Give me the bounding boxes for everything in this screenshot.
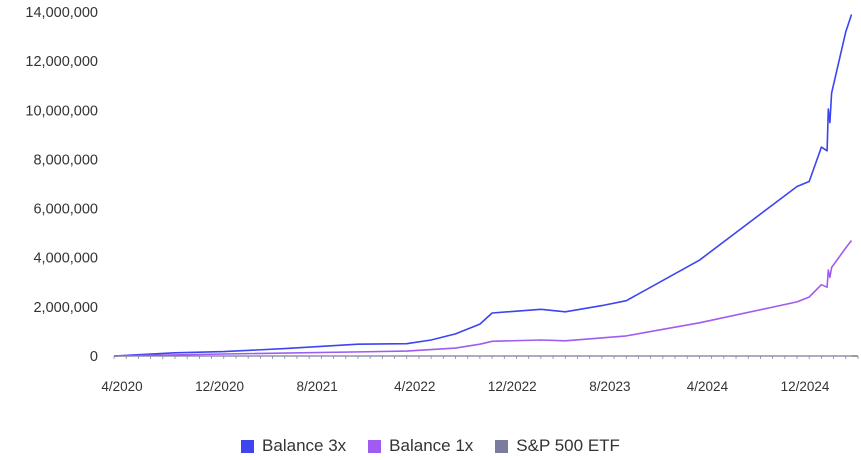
series-layer (113, 14, 853, 357)
x-axis: 4/2020 12/2020 8/2021 4/2022 12/2022 8/2023 4/… (101, 355, 859, 394)
y-tick-label: 2,000,000 (33, 300, 98, 316)
legend-swatch-balance-3x (241, 439, 255, 453)
legend-swatch-sp500-etf (495, 439, 509, 453)
x-tick-label: 4/2020 (101, 379, 142, 394)
series-line-balance-3x[interactable] (113, 14, 853, 357)
y-tick-label: 4,000,000 (33, 251, 98, 267)
legend-label-sp500-etf: S&P 500 ETF (516, 436, 620, 455)
y-tick-label: 8,000,000 (33, 152, 98, 168)
x-tick-label: 12/2022 (488, 379, 537, 394)
y-axis: 14,000,000 12,000,000 10,000,000 8,000,000 6… (25, 5, 98, 365)
legend-item-balance-1x[interactable]: Balance 1x (368, 436, 473, 456)
series-line-balance-1x[interactable] (113, 240, 853, 357)
y-tick-label: 14,000,000 (25, 5, 98, 21)
y-tick-label: 12,000,000 (25, 54, 98, 70)
x-tick-label: 4/2024 (687, 379, 729, 394)
legend-label-balance-3x: Balance 3x (262, 436, 347, 455)
y-tick-label: 0 (90, 349, 98, 365)
legend-item-balance-3x[interactable]: Balance 3x (241, 436, 346, 456)
legend: Balance 3x Balance 1x S&P 500 ETF (0, 436, 861, 456)
x-tick-label: 12/2024 (781, 379, 830, 394)
y-tick-label: 6,000,000 (33, 202, 98, 218)
legend-label-balance-1x: Balance 1x (389, 436, 474, 455)
y-tick-label: 10,000,000 (25, 103, 98, 119)
x-tick-label: 12/2020 (195, 379, 244, 394)
x-tick-label: 8/2023 (589, 379, 630, 394)
x-tick-label: 4/2022 (394, 379, 435, 394)
chart-canvas: 14,000,000 12,000,000 10,000,000 8,000,000 6… (25, 5, 859, 394)
legend-swatch-balance-1x (368, 439, 382, 453)
legend-item-sp500-etf[interactable]: S&P 500 ETF (495, 436, 620, 456)
x-tick-label: 8/2021 (296, 379, 337, 394)
